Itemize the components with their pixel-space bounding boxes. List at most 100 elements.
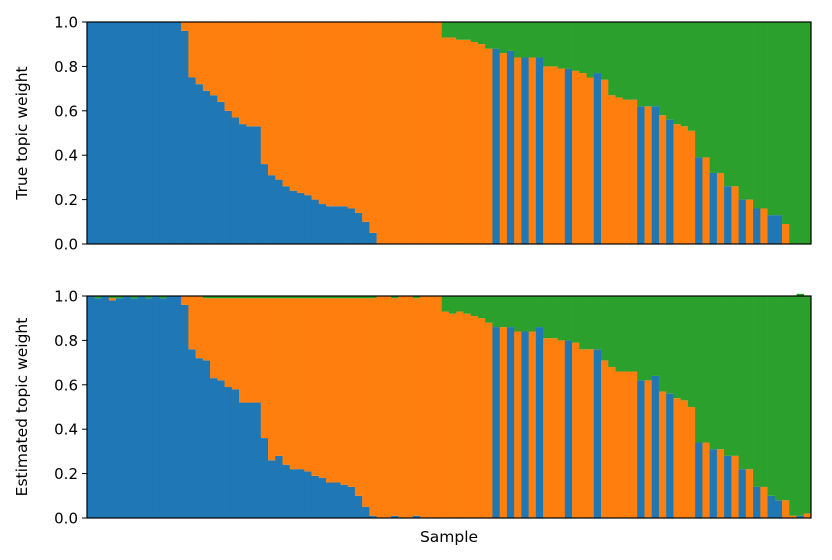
bar-true-blue-4: [115, 22, 124, 244]
bar-true-green-88: [724, 22, 732, 187]
bar-estimated-green-34: [333, 296, 341, 299]
bar-true-orange-28: [289, 22, 298, 191]
axes-frame-estimated: [86, 295, 812, 519]
bar-estimated-orange-52: [463, 313, 472, 518]
bar-true-orange-69: [586, 77, 595, 244]
bar-estimated-orange-22: [246, 298, 254, 403]
bar-estimated-orange-85: [702, 442, 710, 518]
bar-true-blue-19: [224, 110, 233, 244]
bar-estimated-orange-75: [630, 371, 638, 518]
bar-true-green-61: [528, 22, 537, 58]
bar-estimated-green-92: [753, 296, 761, 487]
bar-estimated-orange-47: [427, 296, 435, 518]
panel-true-topic-weight: 0.0 0.2 0.4 0.6 0.8 1.0 True topic weight: [13, 14, 812, 254]
bar-estimated-orange-53: [470, 315, 479, 518]
bar-estimated-green-91: [745, 296, 754, 470]
bar-estimated-green-29: [296, 296, 305, 299]
bar-true-green-92: [753, 22, 761, 209]
bar-true-green-99: [803, 22, 812, 244]
bar-true-green-49: [441, 22, 450, 38]
bar-true-green-75: [630, 22, 638, 100]
bar-estimated-orange-67: [572, 342, 580, 518]
bar-true-green-69: [586, 22, 595, 78]
bar-estimated-blue-21: [239, 402, 247, 518]
bar-true-orange-96: [782, 224, 790, 244]
bar-true-orange-42: [391, 22, 399, 244]
bar-true-blue-36: [347, 208, 356, 244]
bar-true-green-82: [680, 22, 689, 127]
bar-estimated-green-27: [282, 296, 291, 299]
bar-true-orange-31: [311, 22, 320, 200]
bar-estimated-orange-69: [586, 349, 595, 518]
bar-estimated-green-36: [347, 296, 356, 299]
bar-estimated-blue-1: [94, 298, 102, 518]
bar-true-blue-31: [311, 199, 320, 244]
bar-estimated-green-23: [253, 296, 262, 299]
bar-estimated-orange-13: [181, 296, 189, 305]
bar-estimated-green-90: [738, 296, 747, 470]
bar-true-green-68: [579, 22, 587, 74]
bar-true-orange-49: [441, 37, 450, 244]
bar-true-green-65: [557, 22, 566, 69]
bar-true-green-71: [601, 22, 609, 80]
bar-estimated-orange-68: [579, 349, 587, 518]
bar-estimated-green-31: [311, 296, 320, 299]
bar-estimated-green-6: [130, 296, 139, 299]
bar-estimated-green-72: [608, 296, 616, 368]
bar-true-orange-37: [354, 22, 363, 213]
bar-true-blue-0: [87, 22, 95, 244]
bar-estimated-orange-96: [782, 500, 790, 518]
bar-true-green-79: [658, 22, 667, 116]
bar-true-green-54: [477, 22, 486, 45]
xlabel-sample: Sample: [420, 528, 478, 546]
bar-true-blue-32: [318, 204, 327, 244]
bar-estimated-blue-98: [796, 515, 805, 518]
bar-estimated-green-17: [210, 296, 218, 299]
bar-true-blue-25: [268, 175, 276, 244]
bar-true-orange-16: [202, 22, 211, 91]
bar-estimated-green-49: [441, 296, 450, 312]
bar-estimated-orange-93: [760, 486, 768, 518]
bar-true-orange-22: [246, 22, 254, 127]
bar-true-blue-66: [564, 68, 573, 245]
bar-estimated-green-99: [803, 296, 812, 514]
bar-true-blue-80: [666, 119, 674, 244]
bar-true-green-50: [449, 22, 457, 38]
bar-estimated-orange-18: [217, 298, 225, 381]
ytick-label-true-4: 0.8: [54, 58, 78, 76]
bar-estimated-blue-76: [637, 380, 645, 518]
bar-estimated-green-94: [767, 296, 776, 496]
bar-true-orange-83: [687, 130, 696, 244]
bar-estimated-orange-30: [304, 298, 312, 472]
bar-estimated-orange-74: [622, 371, 631, 518]
bar-true-orange-79: [658, 115, 667, 245]
bar-estimated-blue-3: [108, 300, 117, 518]
bar-estimated-orange-71: [601, 360, 609, 518]
bar-true-blue-12: [173, 22, 182, 244]
bar-true-green-74: [622, 22, 631, 100]
bar-true-blue-11: [166, 22, 175, 244]
bar-estimated-green-26: [275, 296, 283, 299]
bar-estimated-blue-13: [181, 304, 189, 518]
bar-true-blue-16: [202, 90, 211, 244]
bar-estimated-blue-23: [253, 402, 262, 518]
bar-true-blue-13: [181, 30, 189, 244]
bar-estimated-green-19: [224, 296, 233, 299]
bar-estimated-green-8: [144, 296, 153, 299]
bar-true-orange-82: [680, 126, 689, 244]
bar-estimated-blue-11: [166, 296, 175, 518]
bar-estimated-green-32: [318, 296, 327, 299]
bar-estimated-blue-16: [202, 360, 211, 518]
bar-estimated-blue-19: [224, 387, 233, 518]
bar-estimated-green-20: [231, 296, 240, 299]
bar-true-orange-46: [420, 22, 428, 244]
bar-estimated-green-63: [543, 296, 551, 339]
bar-estimated-orange-83: [687, 407, 696, 518]
bar-estimated-blue-88: [724, 455, 732, 518]
bar-true-orange-68: [579, 73, 587, 244]
bar-estimated-orange-27: [282, 298, 291, 465]
bar-true-green-67: [572, 22, 580, 71]
bar-estimated-green-73: [615, 296, 624, 372]
bar-true-blue-33: [325, 206, 334, 244]
